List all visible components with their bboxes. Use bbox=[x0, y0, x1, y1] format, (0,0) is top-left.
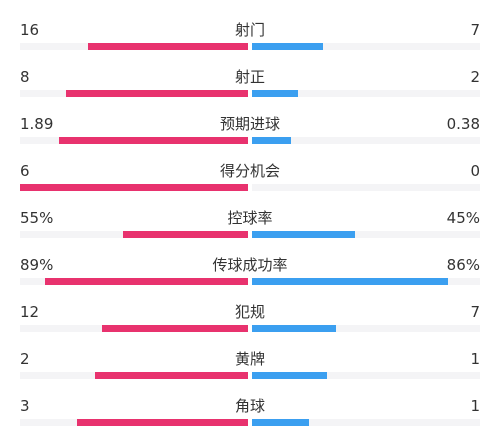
home-bar-track bbox=[20, 325, 248, 332]
stat-label: 犯规 bbox=[234, 303, 265, 321]
home-value: 6 bbox=[20, 162, 30, 180]
away-bar-track bbox=[252, 278, 480, 285]
stat-row-expected-goals: 1.89 预期进球 0.38 bbox=[0, 114, 500, 161]
home-bar bbox=[95, 372, 248, 379]
away-bar-track bbox=[252, 372, 480, 379]
home-value: 3 bbox=[20, 397, 30, 415]
away-bar-track bbox=[252, 137, 480, 144]
home-bar bbox=[66, 90, 248, 97]
stat-label: 射正 bbox=[234, 68, 265, 86]
stat-label: 得分机会 bbox=[219, 162, 280, 180]
home-bar bbox=[77, 419, 248, 426]
away-value: 45% bbox=[446, 209, 480, 227]
home-value: 8 bbox=[20, 68, 30, 86]
stat-row-possession: 55% 控球率 45% bbox=[0, 208, 500, 255]
away-value: 2 bbox=[470, 68, 480, 86]
stat-row-fouls: 12 犯规 7 bbox=[0, 302, 500, 349]
away-value: 1 bbox=[470, 350, 480, 368]
stat-row-scoring-chances: 6 得分机会 0 bbox=[0, 161, 500, 208]
stat-label: 控球率 bbox=[227, 209, 273, 227]
stat-label: 射门 bbox=[234, 21, 265, 39]
away-bar bbox=[252, 278, 448, 285]
home-value: 2 bbox=[20, 350, 30, 368]
home-bar bbox=[123, 231, 248, 238]
stat-row-corners: 3 角球 1 bbox=[0, 396, 500, 443]
away-bar bbox=[252, 419, 309, 426]
away-bar-track bbox=[252, 43, 480, 50]
home-bar bbox=[102, 325, 248, 332]
stat-row-shots: 16 射门 7 bbox=[0, 20, 500, 67]
home-value: 89% bbox=[20, 256, 54, 274]
stat-label: 传球成功率 bbox=[212, 256, 288, 274]
away-bar bbox=[252, 137, 291, 144]
away-value: 86% bbox=[446, 256, 480, 274]
away-value: 0.38 bbox=[446, 115, 480, 133]
home-value: 16 bbox=[20, 21, 40, 39]
away-bar-track bbox=[252, 325, 480, 332]
stat-row-shots-on-target: 8 射正 2 bbox=[0, 67, 500, 114]
away-value: 7 bbox=[470, 303, 480, 321]
home-bar-track bbox=[20, 184, 248, 191]
away-bar bbox=[252, 231, 355, 238]
away-bar bbox=[252, 325, 336, 332]
home-value: 12 bbox=[20, 303, 40, 321]
home-bar bbox=[59, 137, 248, 144]
stat-label: 黄牌 bbox=[234, 350, 265, 368]
away-bar bbox=[252, 43, 323, 50]
stat-label: 预期进球 bbox=[219, 115, 280, 133]
home-bar-track bbox=[20, 231, 248, 238]
away-bar-track bbox=[252, 90, 480, 97]
stat-row-yellow-cards: 2 黄牌 1 bbox=[0, 349, 500, 396]
away-bar-track bbox=[252, 184, 480, 191]
stat-row-pass-accuracy: 89% 传球成功率 86% bbox=[0, 255, 500, 302]
home-bar-track bbox=[20, 278, 248, 285]
home-bar bbox=[45, 278, 248, 285]
away-value: 7 bbox=[470, 21, 480, 39]
home-bar-track bbox=[20, 372, 248, 379]
away-bar bbox=[252, 90, 298, 97]
away-value: 1 bbox=[470, 397, 480, 415]
home-value: 1.89 bbox=[20, 115, 54, 133]
home-bar-track bbox=[20, 90, 248, 97]
away-bar-track bbox=[252, 419, 480, 426]
home-bar-track bbox=[20, 43, 248, 50]
home-bar bbox=[88, 43, 248, 50]
home-bar-track bbox=[20, 419, 248, 426]
home-value: 55% bbox=[20, 209, 54, 227]
stat-label: 角球 bbox=[234, 397, 265, 415]
home-bar bbox=[20, 184, 248, 191]
away-bar-track bbox=[252, 231, 480, 238]
away-bar bbox=[252, 372, 327, 379]
home-bar-track bbox=[20, 137, 248, 144]
away-value: 0 bbox=[470, 162, 480, 180]
